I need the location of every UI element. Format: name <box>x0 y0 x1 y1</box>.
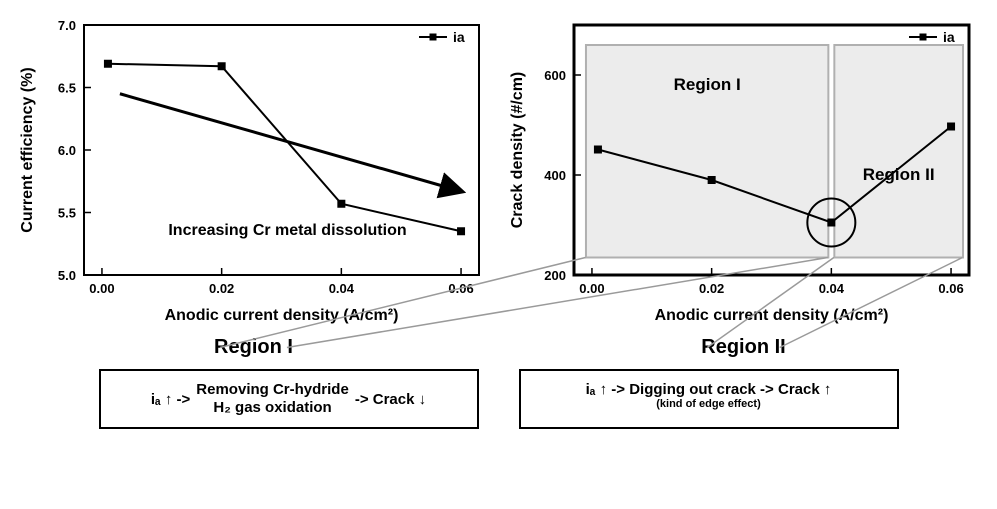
svg-text:7.0: 7.0 <box>57 18 75 33</box>
region1-info-box: iₐ ↑ -> Removing Cr-hydride H₂ gas oxida… <box>99 369 479 429</box>
region2-info-box: iₐ ↑ -> Digging out crack -> Crack ↑ (ki… <box>519 369 899 429</box>
svg-text:ia: ia <box>943 29 955 45</box>
crack-density-chart: 0.00 0.02 0.04 0.06 200 400 600 Anodic current … <box>504 10 984 330</box>
svg-text:5.5: 5.5 <box>57 206 75 221</box>
svg-text:6.5: 6.5 <box>57 81 75 96</box>
svg-text:Anodic current density (A/cm²): Anodic current density (A/cm²) <box>654 307 888 324</box>
svg-text:6.0: 6.0 <box>57 143 75 158</box>
chart1-wrap: 0.00 0.02 0.04 0.06 5.0 5.5 6.0 6.5 7.0 Anodic cu… <box>14 10 494 365</box>
svg-text:200: 200 <box>544 268 566 283</box>
svg-text:0.00: 0.00 <box>579 281 604 296</box>
region1-title: Region I <box>214 336 293 359</box>
svg-text:ia: ia <box>453 29 465 45</box>
svg-text:600: 600 <box>544 68 566 83</box>
box1-right: -> Crack ↓ <box>355 391 426 408</box>
svg-text:0.04: 0.04 <box>818 281 844 296</box>
region2-title: Region II <box>701 336 785 359</box>
svg-text:0.06: 0.06 <box>938 281 963 296</box>
figure-root: 0.00 0.02 0.04 0.06 5.0 5.5 6.0 6.5 7.0 Anodic cu… <box>10 10 987 429</box>
info-boxes-row: iₐ ↑ -> Removing Cr-hydride H₂ gas oxida… <box>10 369 987 429</box>
svg-text:5.0: 5.0 <box>57 268 75 283</box>
svg-text:400: 400 <box>544 168 566 183</box>
svg-text:0.02: 0.02 <box>208 281 233 296</box>
svg-text:Region II: Region II <box>862 165 934 184</box>
svg-text:Anodic current density (A/cm²): Anodic current density (A/cm²) <box>164 307 398 324</box>
svg-text:0.00: 0.00 <box>89 281 114 296</box>
svg-text:0.06: 0.06 <box>448 281 473 296</box>
svg-text:Crack density (#/cm): Crack density (#/cm) <box>509 72 526 229</box>
chart2-wrap: 0.00 0.02 0.04 0.06 200 400 600 Anodic current … <box>504 10 984 365</box>
svg-text:0.04: 0.04 <box>328 281 354 296</box>
current-efficiency-chart: 0.00 0.02 0.04 0.06 5.0 5.5 6.0 6.5 7.0 Anodic cu… <box>14 10 494 330</box>
box2-line2: (kind of edge effect) <box>535 398 883 410</box>
charts-row: 0.00 0.02 0.04 0.06 5.0 5.5 6.0 6.5 7.0 Anodic cu… <box>10 10 987 365</box>
svg-text:Increasing Cr metal dissolutio: Increasing Cr metal dissolution <box>168 222 406 239</box>
svg-text:0.02: 0.02 <box>698 281 723 296</box>
box2-line1: iₐ ↑ -> Digging out crack -> Crack ↑ <box>535 381 883 398</box>
box1-mid-bot: H₂ gas oxidation <box>196 399 349 417</box>
svg-text:Region I: Region I <box>673 75 740 94</box>
svg-text:Current efficiency (%): Current efficiency (%) <box>19 67 36 232</box>
box1-mid-top: Removing Cr-hydride <box>196 381 349 399</box>
box1-left: iₐ ↑ -> <box>151 391 190 408</box>
